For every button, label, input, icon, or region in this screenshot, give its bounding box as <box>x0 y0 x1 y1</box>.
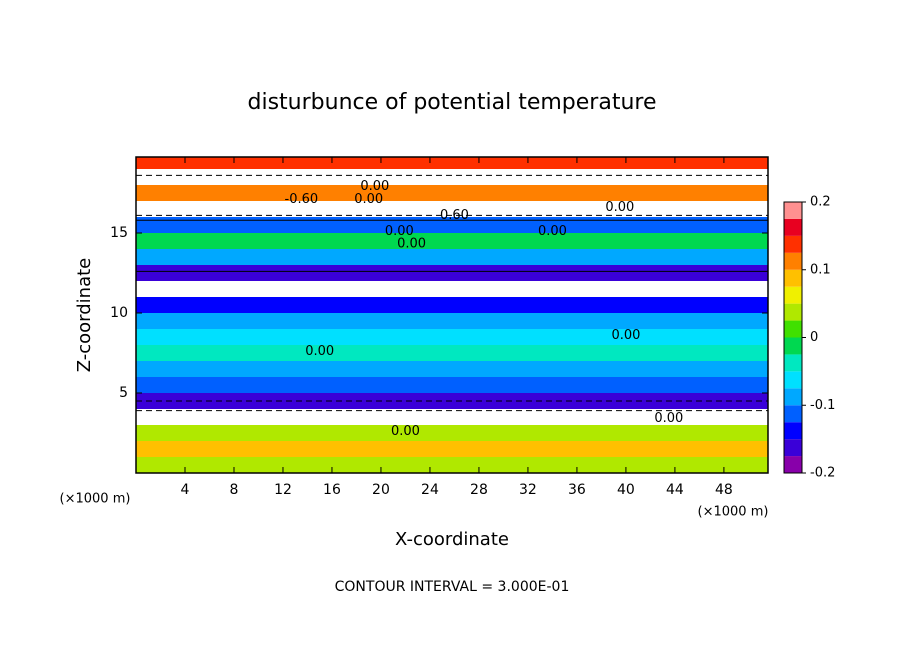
contour-label: 0.00 <box>391 424 420 439</box>
colorbar-swatch <box>784 456 802 473</box>
colorbar-tick-label: 0.2 <box>810 195 831 210</box>
colorbar-swatch <box>784 405 802 423</box>
field-band <box>136 409 768 425</box>
y-tick-label: 5 <box>119 385 128 401</box>
x-tick-label: 48 <box>715 482 733 498</box>
x-tick-label: 40 <box>617 482 635 498</box>
field-band <box>136 201 768 217</box>
contour-label: 0.60 <box>440 208 469 223</box>
colorbar-tick-label: -0.1 <box>810 398 835 413</box>
colorbar-swatch <box>784 439 802 457</box>
colorbar-swatch <box>784 286 802 304</box>
contour-label: -0.60 <box>285 192 319 207</box>
colorbar-tick-label: -0.2 <box>810 466 835 481</box>
colorbar-swatch <box>784 218 802 236</box>
field-band <box>136 425 768 441</box>
contour-label: 0.00 <box>305 344 334 359</box>
field-band <box>136 441 768 457</box>
contour-interval: CONTOUR INTERVAL = 3.000E-01 <box>335 579 570 595</box>
colorbar-swatch <box>784 320 802 338</box>
field-band <box>136 157 768 169</box>
contour-label: 0.00 <box>354 192 383 207</box>
field-band <box>136 233 768 249</box>
field-band <box>136 169 768 185</box>
contour-label: 0.00 <box>538 224 567 239</box>
x-tick-label: 4 <box>181 482 190 498</box>
x-tick-label: 36 <box>568 482 586 498</box>
field-band <box>136 329 768 345</box>
colorbar-swatch <box>784 337 802 355</box>
x-unit-left: (×1000 m) <box>60 492 131 507</box>
x-axis-label: X-coordinate <box>395 529 509 550</box>
colorbar-swatch <box>784 303 802 321</box>
field-band <box>136 313 768 329</box>
field-band <box>136 249 768 265</box>
colorbar-swatch <box>784 202 802 219</box>
x-tick-label: 16 <box>323 482 341 498</box>
x-tick-label: 44 <box>666 482 684 498</box>
colorbar-swatch <box>784 235 802 253</box>
field-band <box>136 265 768 281</box>
field-band <box>136 281 768 297</box>
x-tick-label: 8 <box>230 482 239 498</box>
contour-label: 0.00 <box>654 411 683 426</box>
colorbar-swatch <box>784 269 802 287</box>
field-band <box>136 345 768 361</box>
field-band <box>136 185 768 201</box>
x-tick-label: 20 <box>372 482 390 498</box>
contour-label: 0.00 <box>397 237 426 252</box>
contour-label: 0.00 <box>360 179 389 194</box>
chart-title: disturbunce of potential temperature <box>248 90 657 115</box>
y-tick-label: 10 <box>110 305 128 321</box>
x-tick-label: 32 <box>519 482 537 498</box>
x-tick-label: 28 <box>470 482 488 498</box>
x-tick-label: 12 <box>274 482 292 498</box>
field-band <box>136 457 768 473</box>
colorbar-swatch <box>784 252 802 270</box>
contour-label: 0.00 <box>605 200 634 215</box>
colorbar-swatch <box>784 354 802 372</box>
contour-label: 0.00 <box>611 328 640 343</box>
colorbar-swatch <box>784 371 802 389</box>
field-band <box>136 217 768 233</box>
y-axis-label: Z-coordinate <box>74 258 95 373</box>
colorbar-swatch <box>784 388 802 406</box>
x-unit-right: (×1000 m) <box>698 505 769 520</box>
y-tick-label: 15 <box>110 225 128 241</box>
colorbar-tick-label: 0 <box>810 330 818 345</box>
contour-label: 0.00 <box>385 224 414 239</box>
colorbar-swatch <box>784 422 802 440</box>
plot-area: -0.600.000.000.600.000.000.000.000.000.0… <box>136 157 768 473</box>
x-tick-label: 24 <box>421 482 439 498</box>
field-band <box>136 361 768 377</box>
colorbar-tick-label: 0.1 <box>810 262 831 277</box>
field-band <box>136 377 768 393</box>
plot-frame <box>135 156 769 474</box>
field-band <box>136 297 768 313</box>
